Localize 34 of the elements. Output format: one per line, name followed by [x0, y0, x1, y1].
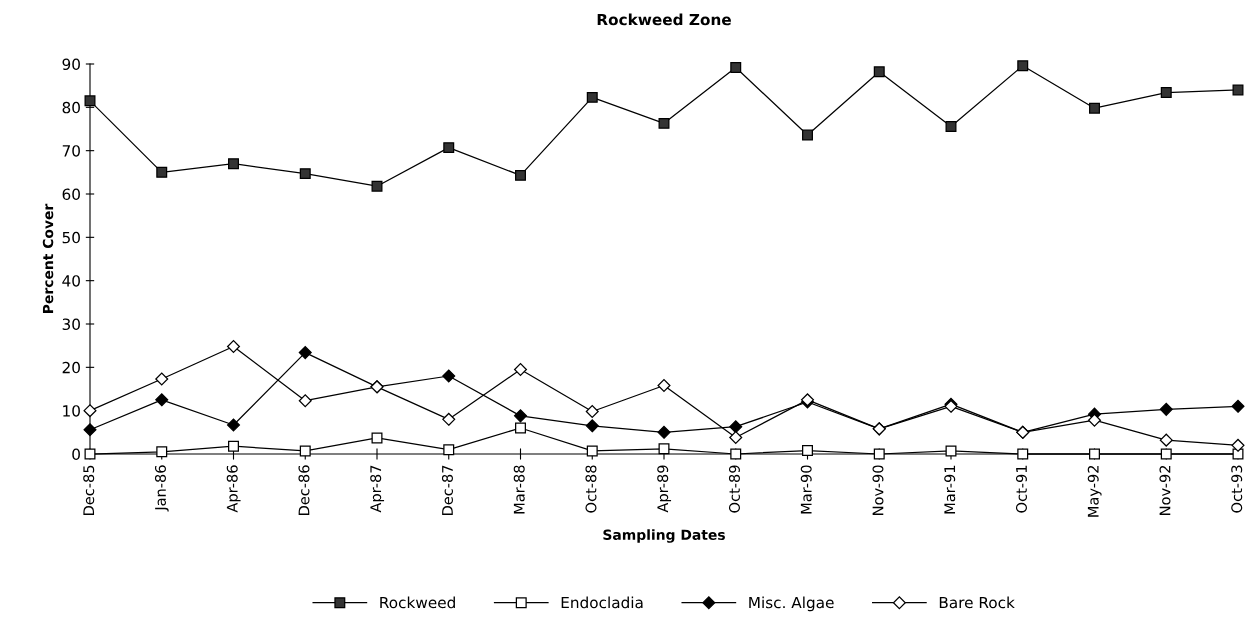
x-tick-label: Mar-88	[513, 465, 525, 514]
x-tick-label: Dec-85	[83, 465, 95, 516]
y-tick-label: 20	[62, 361, 80, 374]
x-tick-label: Apr-89	[657, 465, 672, 513]
x-tick-label: Apr-86	[226, 465, 241, 513]
legend-label: Bare Rock	[939, 596, 1015, 609]
y-tick-label: 30	[62, 318, 80, 331]
x-tick-label: Nov-90	[872, 465, 884, 515]
x-tick-label: Oct-89	[728, 465, 740, 513]
x-tick-label: Jan-86	[154, 465, 169, 512]
x-tick-label: Mar-91	[944, 465, 956, 514]
y-tick-label: 60	[62, 188, 80, 201]
y-tick-label: 0	[72, 448, 80, 461]
chart-title: Rockweed Zone	[597, 13, 731, 26]
y-tick-label: 90	[62, 58, 80, 71]
x-axis-title: Sampling Dates	[603, 529, 725, 543]
x-tick-label: May-92	[1087, 465, 1102, 517]
y-tick-label: 10	[63, 405, 80, 417]
x-tick-label: Apr-87	[370, 465, 385, 513]
x-tick-label: Dec-86	[298, 465, 310, 516]
legend-label: Rockweed	[380, 596, 455, 609]
y-tick-label: 50	[62, 231, 80, 244]
y-axis-title: Percent Cover	[42, 203, 54, 313]
y-tick-label: 80	[62, 101, 80, 114]
x-tick-label: Nov-92	[1159, 465, 1171, 515]
legend-label: Misc. Algae	[749, 596, 834, 612]
y-tick-label: 70	[62, 145, 80, 157]
x-tick-label: Mar-90	[800, 465, 812, 514]
x-tick-label: Dec-87	[441, 465, 453, 516]
x-tick-label: Oct-91	[1015, 465, 1027, 513]
y-tick-label: 40	[62, 275, 80, 287]
x-tick-label: Oct-93	[1231, 465, 1243, 513]
x-tick-label: Oct-88	[585, 465, 597, 513]
legend-label: Endocladia	[561, 596, 643, 609]
